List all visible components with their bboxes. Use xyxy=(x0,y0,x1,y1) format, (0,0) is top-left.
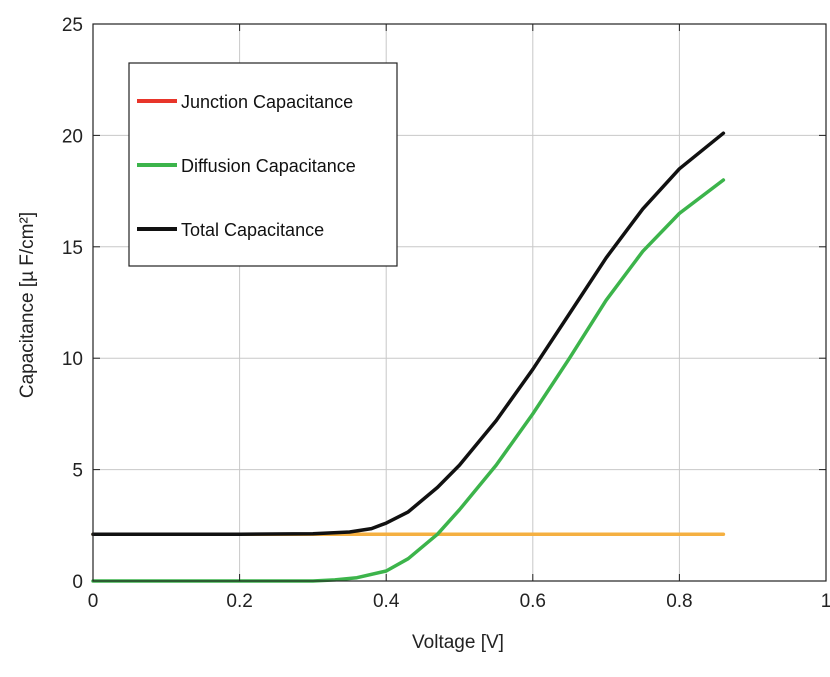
y-tick-label: 10 xyxy=(62,349,83,370)
y-tick-label: 20 xyxy=(62,126,83,147)
x-tick-label: 0.4 xyxy=(373,591,400,612)
plot-frame xyxy=(92,23,827,582)
x-tick-label: 0 xyxy=(88,591,99,612)
x-tick-label: 0.8 xyxy=(666,591,692,612)
x-tick-label: 0.6 xyxy=(520,591,546,612)
y-tick-label: 25 xyxy=(62,15,83,36)
x-axis-title: Voltage [V] xyxy=(412,632,504,653)
series-line-total-capacitance xyxy=(91,131,726,536)
y-axis-title: Capacitance [µ F/cm²] xyxy=(17,212,38,398)
y-tick-label: 15 xyxy=(62,238,83,259)
y-tick-label: 0 xyxy=(72,572,83,593)
legend-label: Junction Capacitance xyxy=(181,92,353,112)
x-tick-label: 1 xyxy=(821,591,830,612)
legend-label: Diffusion Capacitance xyxy=(181,156,356,176)
legend: Junction Capacitance Diffusion Capacitanc… xyxy=(128,62,398,267)
y-tick-label: 5 xyxy=(72,461,83,482)
x-tick-label: 0.2 xyxy=(226,591,252,612)
legend-label: Total Capacitance xyxy=(181,220,324,240)
